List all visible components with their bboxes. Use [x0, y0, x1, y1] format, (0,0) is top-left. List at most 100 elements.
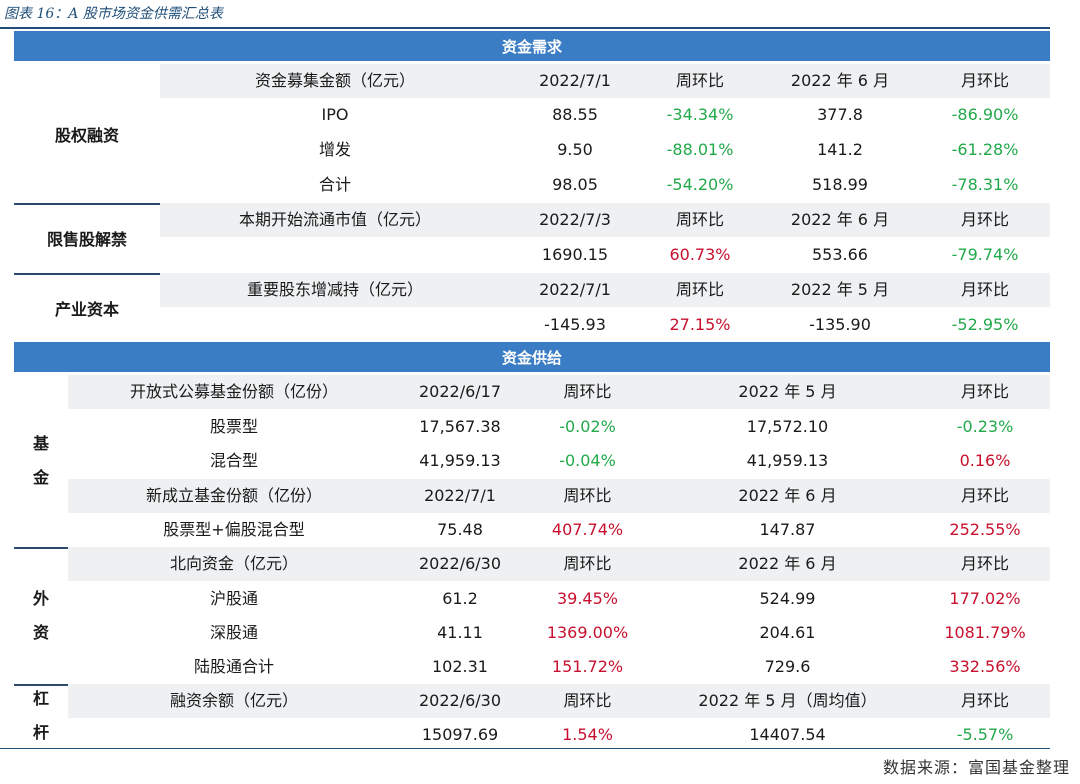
industry-row-col-week-change: 27.15%: [669, 315, 731, 334]
header-band-open-fund: [68, 375, 1050, 409]
figure-caption: 图表 16：A 股市场资金供需汇总表: [4, 6, 223, 22]
industry-header-col-month-value: 2022 年 5 月: [790, 280, 890, 299]
header-band-equity: [160, 64, 1050, 98]
equity-row-col-month-value: 377.8: [817, 105, 863, 124]
new-fund-row-row-label: 股票型+偏股混合型: [163, 520, 305, 539]
lockup-header-col-month-change: 月环比: [960, 210, 1009, 229]
equity-row-col-date-value: 98.05: [552, 175, 598, 194]
northbound-row-col-date-value: 61.2: [442, 589, 478, 608]
industry-header-col-week-change: 周环比: [675, 280, 724, 299]
group-label-char: 金: [32, 468, 49, 487]
new-fund-header-col-month-value: 2022 年 6 月: [738, 486, 837, 505]
northbound-row-col-month-change: 177.02%: [949, 589, 1021, 608]
industry-header-row-label: 重要股东增减持（亿元）: [246, 280, 423, 299]
header-band-margin: [68, 684, 1050, 718]
equity-header-col-week-change: 周环比: [675, 71, 724, 90]
industry-header-col-date-value: 2022/7/1: [539, 280, 611, 299]
new-fund-row-col-date-value: 75.48: [437, 520, 483, 539]
northbound-header-col-week-change: 周环比: [563, 554, 612, 573]
margin-header-col-date-value: 2022/6/30: [418, 691, 502, 710]
northbound-row-col-week-change: 1369.00%: [546, 623, 629, 642]
margin-row-col-month-value: 14407.54: [749, 725, 826, 744]
northbound-row-col-week-change: 151.72%: [551, 657, 624, 676]
open-fund-row-col-month-change: 0.16%: [959, 451, 1011, 470]
lockup-row-col-week-change: 60.73%: [669, 245, 731, 264]
lockup-row-row-label: [160, 238, 510, 272]
industry-row-col-month-change: -52.95%: [951, 315, 1019, 334]
group-label-industry-capital: 产业资本: [54, 300, 119, 319]
northbound-row-row-label: 陆股通合计: [193, 657, 274, 676]
industry-row-col-month-value: -135.90: [809, 315, 871, 334]
northbound-row-col-month-value: 524.99: [759, 589, 816, 608]
lockup-header-col-month-value: 2022 年 6 月: [790, 210, 890, 229]
group-label-equity-financing: 股权融资: [54, 125, 119, 145]
open-fund-row-col-date-value: 17,567.38: [419, 417, 501, 436]
lockup-row-col-month-change: -79.74%: [951, 245, 1019, 264]
header-band-lockup: [160, 203, 1050, 237]
new-fund-header-col-week-change: 周环比: [563, 486, 612, 505]
margin-header-col-month-value: 2022 年 5 月（周均值）: [698, 691, 877, 710]
northbound-row-row-label: 沪股通: [209, 589, 258, 608]
open-fund-row-col-month-change: -0.23%: [956, 417, 1014, 436]
new-fund-row-col-week-change: 407.74%: [551, 520, 624, 539]
northbound-row-col-month-change: 332.56%: [949, 657, 1021, 676]
industry-row-row-label: [160, 308, 510, 342]
equity-row-row-label: IPO: [321, 105, 349, 124]
northbound-row-col-week-change: 39.45%: [556, 589, 618, 608]
open-fund-row-row-label: 股票型: [209, 417, 258, 436]
lockup-row-col-date-value: 1690.15: [541, 245, 609, 264]
open-fund-row-row-label: 混合型: [209, 451, 258, 470]
equity-row-col-month-change: -61.28%: [951, 140, 1019, 159]
data-source: 数据来源：富国基金整理: [882, 758, 1070, 777]
lockup-row-col-month-value: 553.66: [812, 245, 868, 264]
equity-header-col-month-change: 月环比: [960, 71, 1009, 90]
equity-row-row-label: 增发: [318, 140, 351, 159]
northbound-header-col-month-change: 月环比: [960, 554, 1009, 573]
equity-header-col-date-value: 2022/7/1: [539, 71, 611, 90]
northbound-row-col-date-value: 102.31: [432, 657, 488, 676]
equity-row-col-week-change: -34.34%: [666, 105, 734, 124]
new-fund-header-col-date-value: 2022/7/1: [424, 486, 496, 505]
open-fund-row-col-month-value: 17,572.10: [746, 417, 829, 436]
equity-row-col-month-value: 141.2: [817, 140, 863, 159]
industry-row-col-date-value: -145.93: [544, 315, 606, 334]
lockup-header-row-label: 本期开始流通市值（亿元）: [238, 210, 431, 229]
group-label-foreign: 外资: [14, 547, 68, 684]
equity-row-col-date-value: 88.55: [552, 105, 598, 124]
new-fund-row-col-month-value: 147.87: [759, 520, 816, 539]
section-title-supply: 资金供给: [14, 342, 1050, 372]
margin-row-row-label: [68, 718, 400, 752]
northbound-row-col-month-value: 729.6: [764, 657, 811, 676]
header-band-new-fund: [68, 479, 1050, 513]
margin-header-row-label: 融资余额（亿元）: [169, 691, 298, 710]
equity-row-col-month-value: 518.99: [812, 175, 868, 194]
open-fund-row-col-week-change: -0.04%: [559, 451, 616, 470]
group-label-char: 杠: [32, 689, 49, 708]
margin-row-col-week-change: 1.54%: [562, 725, 613, 744]
open-fund-row-col-date-value: 41,959.13: [419, 451, 501, 470]
northbound-header-col-month-value: 2022 年 6 月: [738, 554, 837, 573]
equity-row-col-week-change: -88.01%: [666, 140, 734, 159]
northbound-header-row-label: 北向资金（亿元）: [169, 554, 298, 573]
equity-row-col-week-change: -54.20%: [666, 175, 734, 194]
northbound-header-col-date-value: 2022/6/30: [418, 554, 502, 573]
margin-row-col-date-value: 15097.69: [421, 725, 499, 744]
open-fund-header-col-week-change: 周环比: [563, 382, 612, 401]
margin-header-col-month-change: 月环比: [960, 691, 1009, 710]
equity-row-col-month-change: -78.31%: [951, 175, 1019, 194]
group-label-lockup: 限售股解禁: [46, 230, 127, 249]
new-fund-header-col-month-change: 月环比: [960, 486, 1009, 505]
bottom-rule: [0, 748, 1050, 749]
open-fund-header-col-date-value: 2022/6/17: [418, 382, 502, 401]
header-band-industry: [160, 273, 1050, 307]
margin-header-col-week-change: 周环比: [563, 691, 612, 710]
equity-header-row-label: 资金募集金额（亿元）: [254, 71, 415, 90]
northbound-row-col-month-change: 1081.79%: [944, 623, 1026, 642]
northbound-row-col-date-value: 41.11: [437, 623, 483, 642]
header-band-northbound: [68, 547, 1050, 581]
lockup-header-col-date-value: 2022/7/3: [539, 210, 611, 229]
new-fund-header-row-label: 新成立基金份额（亿份）: [145, 486, 322, 505]
equity-header-col-month-value: 2022 年 6 月: [790, 71, 890, 90]
group-label-char: 外: [32, 588, 49, 608]
northbound-row-col-month-value: 204.61: [759, 623, 816, 642]
